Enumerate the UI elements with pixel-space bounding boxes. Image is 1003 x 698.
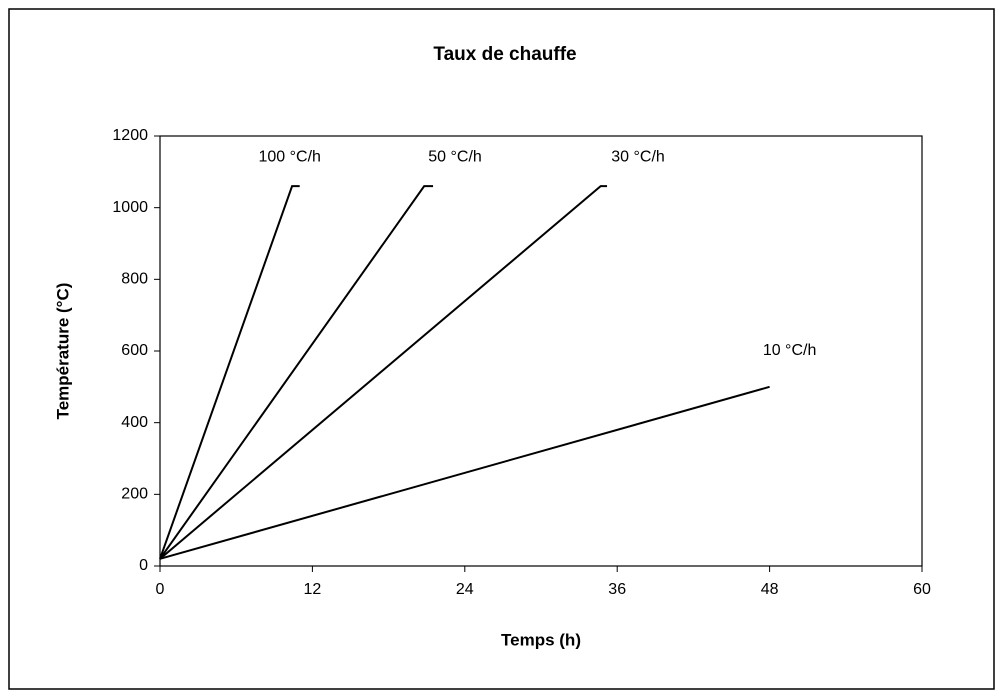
x-tick-label: 24 [456, 581, 474, 598]
series-line [159, 185, 608, 560]
series-label: 10 °C/h [763, 342, 817, 359]
x-tick-label: 0 [156, 581, 165, 598]
x-tick-label: 48 [761, 581, 779, 598]
y-tick-label: 1200 [112, 127, 148, 144]
series-line [159, 185, 434, 560]
series-label: 30 °C/h [611, 148, 665, 165]
series-line [159, 385, 770, 560]
x-tick-label: 36 [608, 581, 626, 598]
series-label: 100 °C/h [258, 148, 320, 165]
series-line [159, 185, 300, 560]
y-tick-label: 200 [121, 486, 148, 503]
y-axis-label: Température (°C) [53, 283, 72, 420]
frame [8, 8, 995, 690]
x-axis-label: Temps (h) [501, 630, 581, 649]
y-tick-label: 1000 [112, 199, 148, 216]
y-tick-label: 0 [139, 557, 148, 574]
x-tick-label: 60 [913, 581, 931, 598]
y-tick-label: 400 [121, 414, 148, 431]
y-tick-label: 800 [121, 271, 148, 288]
y-tick-label: 600 [121, 342, 148, 359]
chart-title: Taux de chauffe [433, 44, 576, 65]
x-tick-label: 12 [304, 581, 322, 598]
series-label: 50 °C/h [428, 148, 482, 165]
